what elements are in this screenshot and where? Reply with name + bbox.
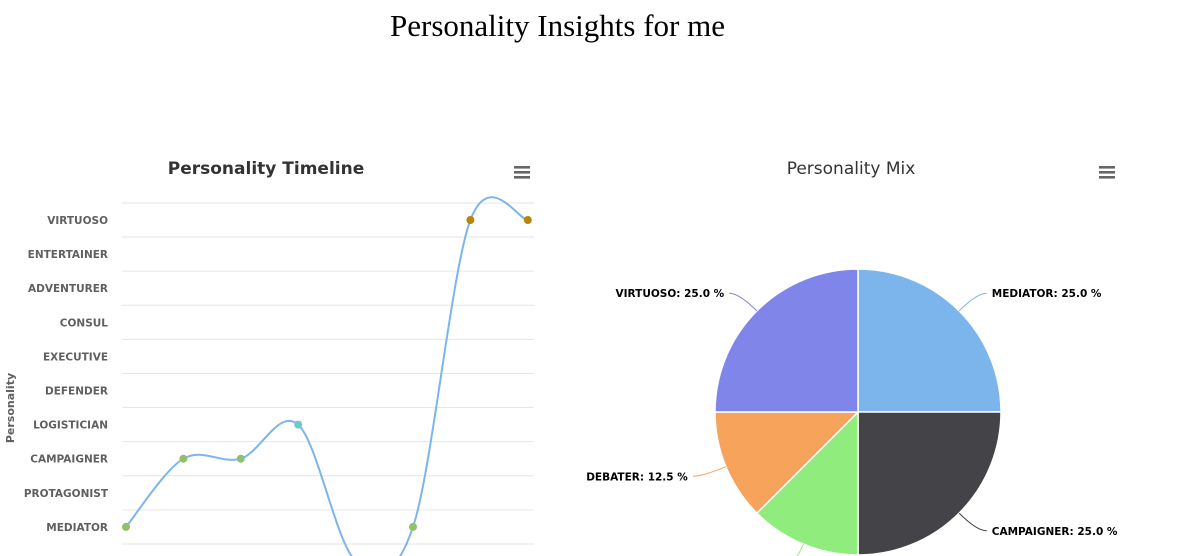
timeline-title: Personality Timeline bbox=[168, 159, 364, 179]
data-point[interactable] bbox=[466, 216, 475, 224]
pie-slice-virtuoso[interactable] bbox=[714, 268, 859, 413]
y-tick-label: ENTERTAINER bbox=[28, 249, 108, 261]
data-point[interactable] bbox=[122, 522, 130, 531]
pie-connector bbox=[958, 512, 987, 532]
y-tick-label: DEFENDER bbox=[45, 386, 108, 398]
y-tick-label: LOGISTICIAN bbox=[33, 420, 108, 432]
timeline-menu-button[interactable] bbox=[510, 163, 534, 181]
pie-connector bbox=[796, 543, 804, 556]
timeline-chart: Personality Timeline Personality VIRTUOS… bbox=[4, 159, 534, 556]
pie-slice-logistician[interactable] bbox=[755, 410, 859, 556]
pie-title: Personality Mix bbox=[787, 159, 916, 179]
y-tick-label: EXECUTIVE bbox=[43, 351, 108, 363]
pie-connector bbox=[692, 466, 727, 477]
data-point[interactable] bbox=[294, 420, 303, 429]
data-point[interactable] bbox=[523, 216, 532, 224]
data-point[interactable] bbox=[409, 522, 417, 531]
pie-connector bbox=[958, 292, 987, 312]
data-point[interactable] bbox=[236, 454, 245, 463]
y-tick-label: VIRTUOSO bbox=[47, 215, 108, 227]
pie-data-label: DEBATER: 12.5 % bbox=[586, 471, 688, 483]
y-tick-label: PROTAGONIST bbox=[24, 488, 109, 500]
pie-connector bbox=[729, 292, 758, 312]
data-point[interactable] bbox=[179, 454, 188, 463]
pie-data-label: MEDIATOR: 25.0 % bbox=[992, 288, 1102, 300]
pie-slice-mediator[interactable] bbox=[857, 268, 1002, 413]
y-tick-label: ADVENTURER bbox=[28, 283, 108, 295]
y-tick-label: MEDIATOR bbox=[46, 522, 108, 534]
pie-data-label: VIRTUOSO: 25.0 % bbox=[616, 288, 725, 300]
pie-slice-debater[interactable] bbox=[714, 411, 860, 515]
hamburger-menu-icon bbox=[1099, 166, 1115, 179]
timeline-series-line bbox=[125, 196, 529, 556]
pie-data-label: CAMPAIGNER: 25.0 % bbox=[992, 526, 1118, 538]
pie-chart: Personality Mix MEDIATOR: 25.0 % CAMPAIGN… bbox=[586, 159, 1118, 556]
pie-slice-campaigner[interactable] bbox=[857, 411, 1002, 556]
y-tick-label: CAMPAIGNER bbox=[30, 454, 108, 466]
pie-menu-button[interactable] bbox=[1094, 163, 1118, 181]
hamburger-menu-icon bbox=[514, 166, 530, 179]
y-axis-title: Personality bbox=[4, 373, 17, 443]
y-tick-label: CONSUL bbox=[60, 317, 109, 329]
page-title: Personality Insights for me bbox=[390, 8, 725, 43]
